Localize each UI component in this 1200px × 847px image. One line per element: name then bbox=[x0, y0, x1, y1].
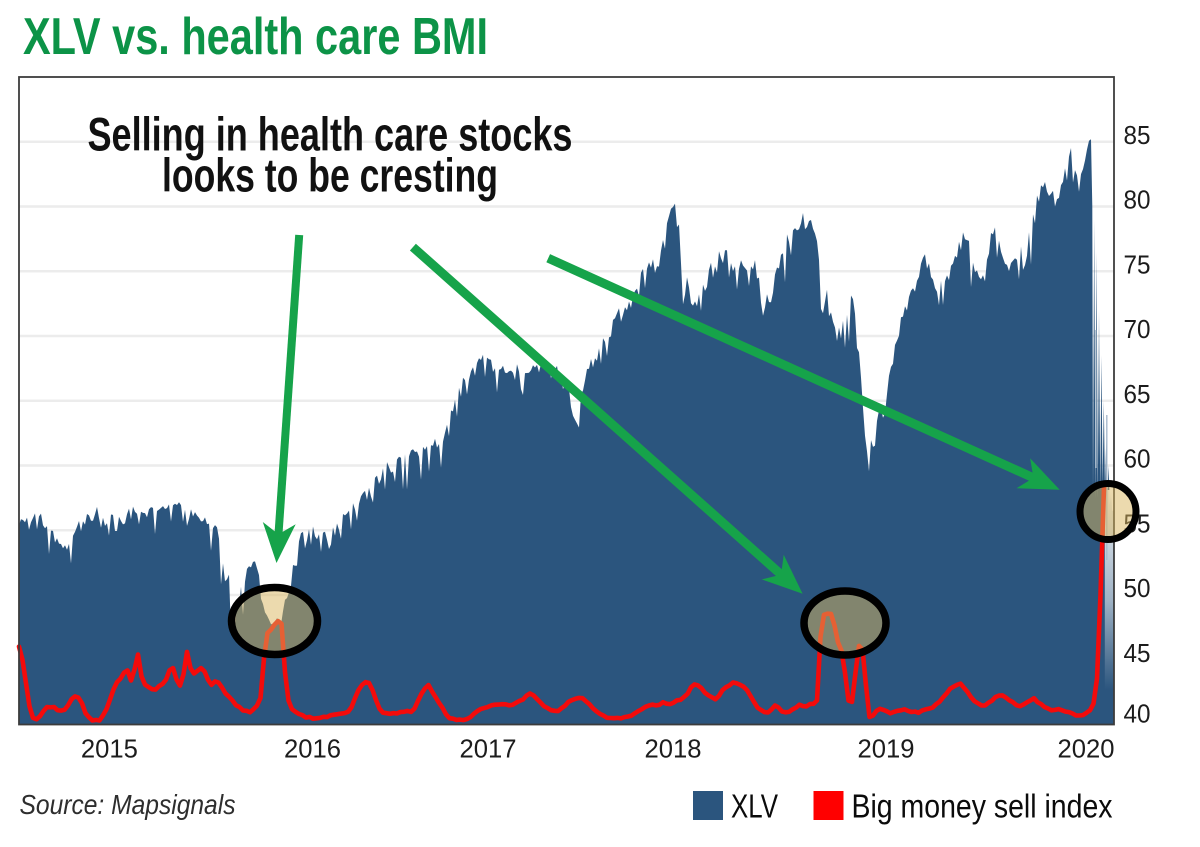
svg-text:40: 40 bbox=[1124, 699, 1151, 729]
svg-text:50: 50 bbox=[1124, 573, 1151, 603]
svg-text:60: 60 bbox=[1124, 444, 1151, 474]
svg-text:XLV: XLV bbox=[731, 788, 778, 825]
svg-text:2020: 2020 bbox=[1058, 734, 1115, 764]
svg-text:2016: 2016 bbox=[284, 734, 341, 764]
svg-text:70: 70 bbox=[1124, 314, 1151, 344]
svg-text:2017: 2017 bbox=[460, 734, 517, 764]
svg-text:Source: Mapsignals: Source: Mapsignals bbox=[20, 789, 236, 820]
svg-text:45: 45 bbox=[1124, 638, 1151, 668]
svg-text:2015: 2015 bbox=[81, 734, 138, 764]
svg-text:75: 75 bbox=[1124, 249, 1151, 279]
svg-text:2018: 2018 bbox=[645, 734, 702, 764]
svg-text:Big money sell index: Big money sell index bbox=[852, 788, 1113, 825]
svg-text:XLV vs. health care BMI: XLV vs. health care BMI bbox=[23, 8, 488, 66]
svg-text:85: 85 bbox=[1124, 120, 1151, 150]
svg-text:Selling in health care stocks: Selling in health care stocks bbox=[88, 108, 573, 161]
svg-text:65: 65 bbox=[1124, 379, 1151, 409]
svg-text:looks to be cresting: looks to be cresting bbox=[162, 149, 498, 202]
svg-text:80: 80 bbox=[1124, 185, 1151, 215]
svg-text:2019: 2019 bbox=[858, 734, 915, 764]
